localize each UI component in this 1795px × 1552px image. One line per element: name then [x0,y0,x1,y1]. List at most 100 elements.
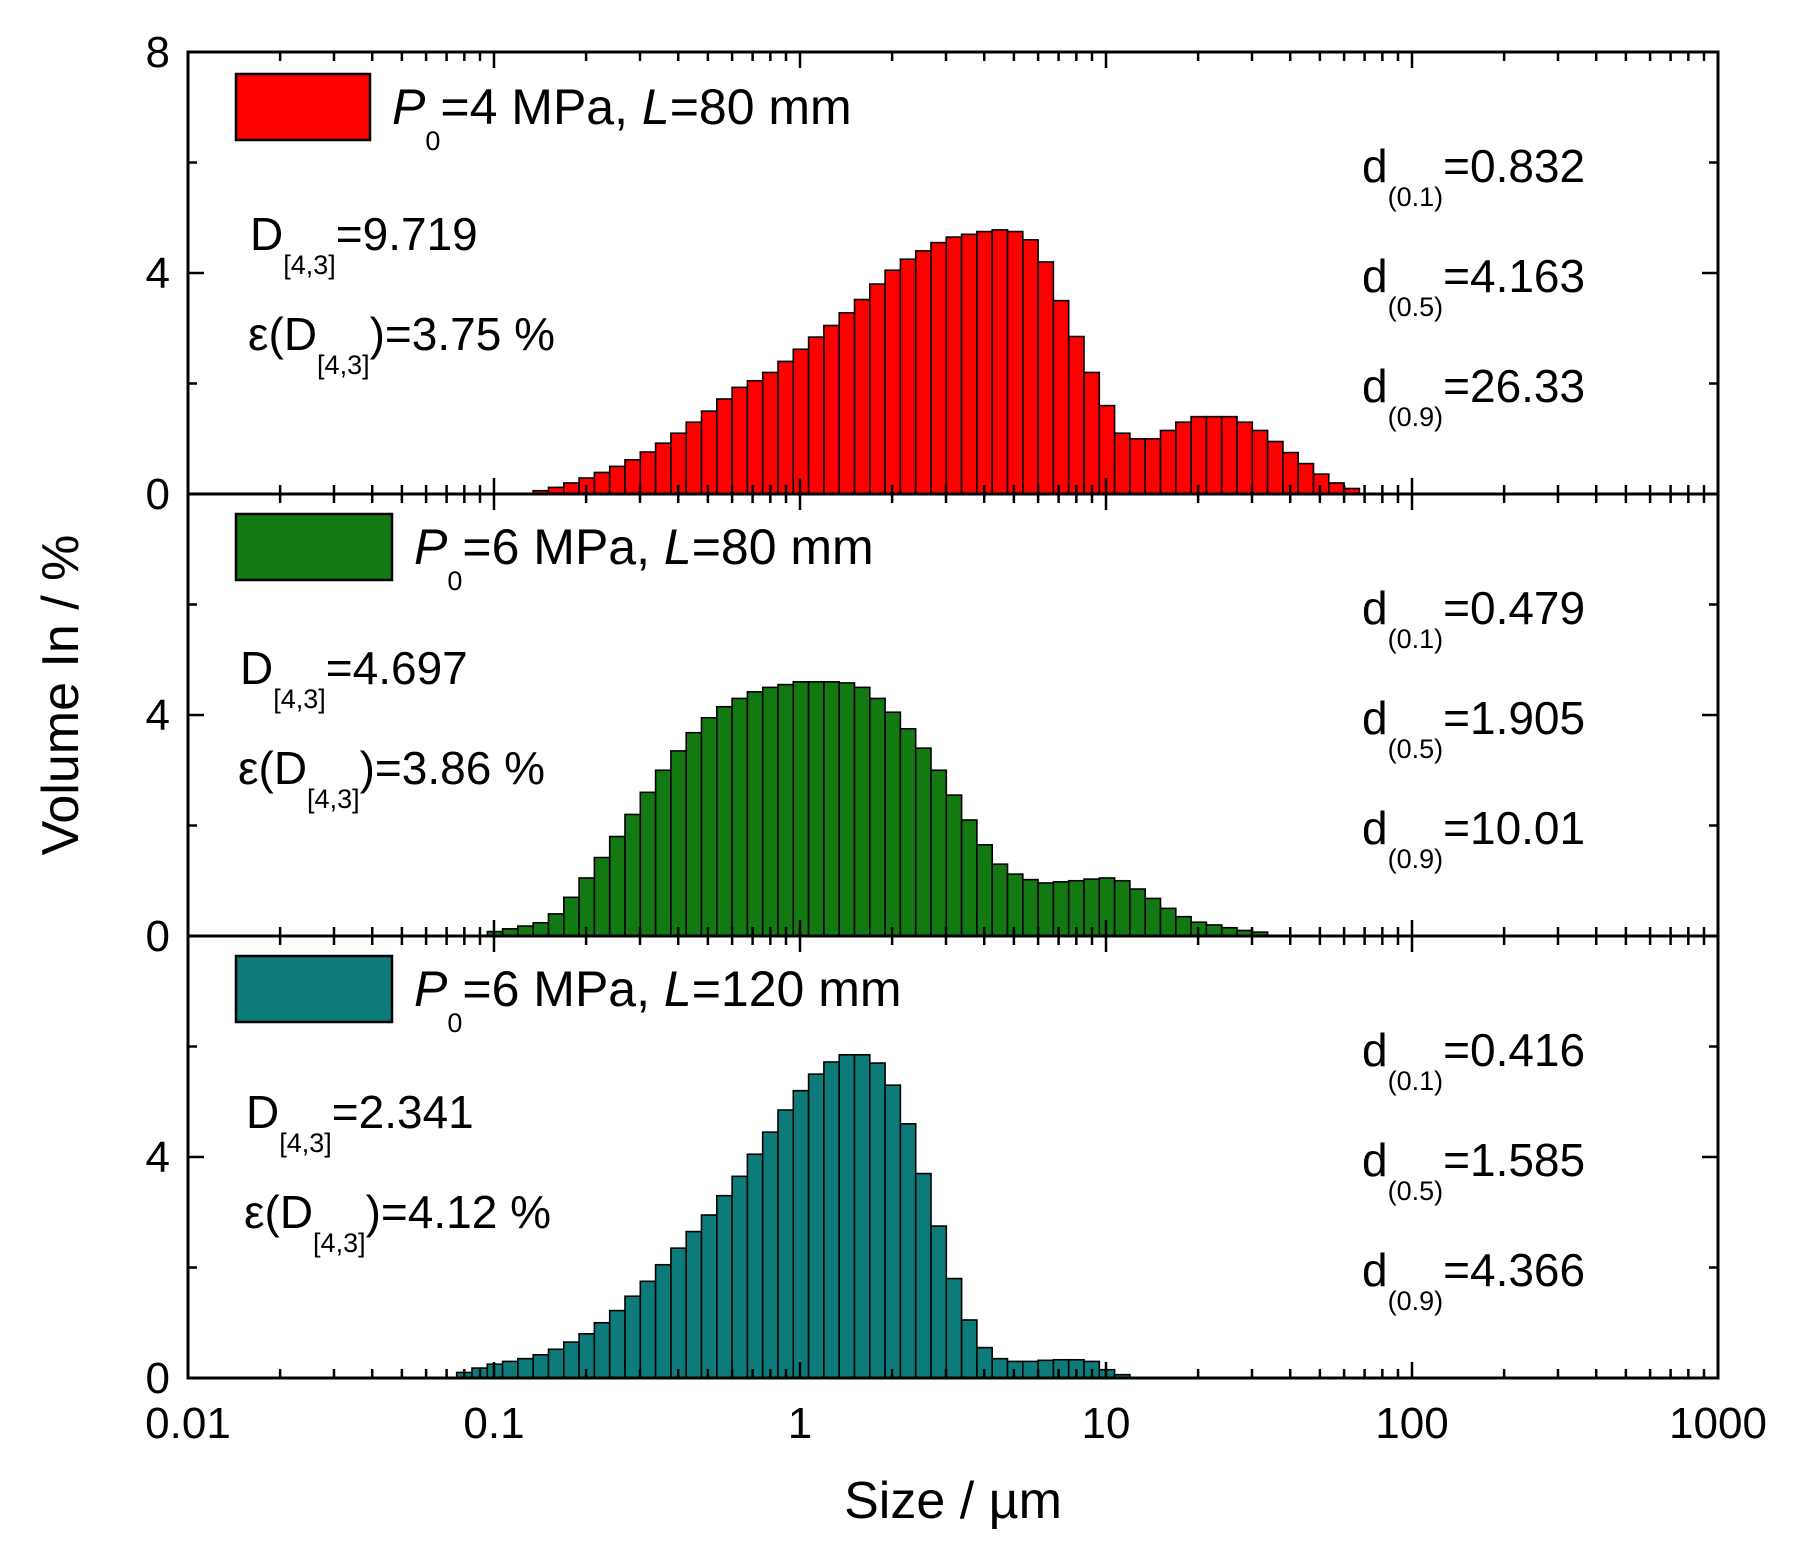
bar-p2-34 [976,844,994,937]
bar-p3-13 [654,1263,672,1379]
bar-p1-34 [976,230,994,495]
bar-p2-5 [532,921,550,937]
bar-p3-38 [1037,1359,1055,1379]
bar-p1-37 [1021,239,1039,495]
d09-label-p3: d(0.9)=4.366 [1362,1244,1585,1316]
bar-p1-23 [807,336,825,495]
bar-p1-36 [1006,230,1024,495]
bar-p3-21 [777,1109,795,1379]
bar-p3-24 [823,1061,841,1379]
bar-p3-6 [547,1348,565,1379]
bar-p1-31 [930,241,948,495]
bar-p2-31 [930,769,948,937]
bar-p2-44 [1129,888,1147,937]
bar-p2-9 [593,856,611,937]
d05-label-p3: d(0.5)=1.585 [1362,1134,1585,1206]
bar-p1-24 [823,324,841,495]
bar-p1-27 [868,283,886,495]
bar-p2-29 [899,728,917,937]
bar-p1-18 [731,386,749,495]
bar-p1-7 [562,482,580,495]
d05-label-p1: d(0.5)=4.163 [1362,250,1585,322]
bar-p3-31 [930,1225,948,1379]
bar-p1-9 [593,471,611,495]
bar-p2-39 [1052,881,1070,937]
plot-frame [186,50,1720,1380]
bar-p2-16 [700,716,718,937]
legend-label-p1: P0=4 MPa, L=80 mm [392,79,852,156]
legend-swatch-p2 [234,512,394,582]
bar-p2-37 [1021,878,1039,937]
bar-p2-17 [715,705,733,937]
d09-label-p1: d(0.9)=26.33 [1362,360,1585,432]
bar-p3-15 [685,1230,703,1379]
bar-p2-43 [1113,879,1131,937]
bar-p2-10 [608,835,626,937]
bar-p3-25 [838,1053,856,1379]
labels-layer: 0 4 8 P0=4 MPa, L=80 mm D[4,3]=9.719 ε(D[4,3]… [32,28,1767,1530]
bar-p3-23 [807,1073,825,1379]
bar-p3-3 [501,1360,519,1379]
bar-p2-25 [838,682,856,937]
bar-p1-14 [670,432,688,495]
bar-p2-24 [823,681,841,937]
bar-p2-12 [639,791,657,937]
bar-p3-7 [562,1341,580,1379]
bar-p2-22 [792,681,810,937]
bar-p3-9 [593,1321,611,1379]
bar-p3-36 [1006,1360,1024,1379]
bar-p1-33 [960,233,978,495]
bar-p1-43 [1113,432,1131,495]
bar-p1-32 [945,236,963,495]
bar-p2-21 [777,683,795,937]
bar-p2-36 [1006,873,1024,937]
bar-p1-47 [1175,421,1192,495]
bar-p3-39 [1052,1358,1070,1379]
legend-swatch-p3 [234,954,394,1024]
d01-label-p2: d(0.1)=0.479 [1362,582,1585,654]
bar-p1-30 [914,250,932,495]
d43-error-label-p1: ε(D[4,3])=3.75 % [248,308,555,380]
bar-p1-28 [884,269,902,495]
bar-p3-30 [914,1172,932,1379]
bar-p3-28 [884,1084,902,1379]
bar-p3-4 [517,1357,535,1379]
bar-p2-15 [685,731,703,937]
xtick-label-0: 0.01 [145,1399,231,1448]
legend-swatch-p1 [234,72,372,142]
bar-p1-46 [1159,429,1177,495]
bar-p1-41 [1083,371,1101,495]
bar-p2-13 [654,769,672,937]
bar-p2-11 [624,813,642,937]
bar-p2-23 [807,681,825,937]
bar-p1-13 [654,442,672,495]
d43-error-label-p3: ε(D[4,3])=4.12 % [244,1186,551,1258]
bar-p2-18 [731,697,749,937]
axes-layer [186,50,1720,1380]
bar-p2-45 [1144,897,1162,937]
xtick-label-2: 1 [788,1399,812,1448]
bar-p3-10 [608,1309,626,1379]
bar-p1-52 [1251,429,1269,495]
bar-p1-56 [1312,473,1330,495]
bar-p1-10 [608,465,626,495]
ytick-label-p1-1: 4 [146,249,170,298]
bar-p2-30 [914,747,932,937]
bar-p3-32 [945,1277,963,1379]
bar-p1-49 [1205,415,1223,495]
xtick-label-1: 0.1 [463,1399,524,1448]
bar-p2-38 [1037,882,1055,937]
legend-label-p3: P0=6 MPa, L=120 mm [414,961,902,1038]
d01-label-p3: d(0.1)=0.416 [1362,1024,1585,1096]
bar-p3-29 [899,1123,917,1379]
bar-p1-55 [1297,462,1315,495]
bar-p3-37 [1021,1360,1039,1379]
x-axis-title: Size / µm [844,1472,1062,1530]
d43-label-p3: D[4,3]=2.341 [246,1086,474,1158]
bar-p2-27 [868,697,886,937]
ytick-label-p2-1: 4 [146,691,170,740]
bar-p3-19 [746,1153,764,1379]
bar-p1-16 [700,410,718,495]
bar-p1-44 [1129,437,1147,495]
